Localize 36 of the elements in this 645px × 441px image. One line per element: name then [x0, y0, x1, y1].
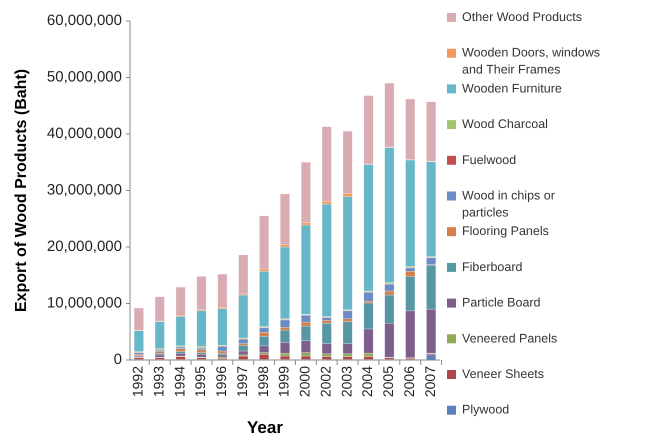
- x-axis-title: Year: [247, 418, 284, 437]
- legend-label: Particle Board: [462, 296, 541, 310]
- x-tick-label: 2000: [296, 366, 313, 398]
- legend-label: Other Wood Products: [462, 10, 582, 24]
- legend-label: Veneered Panels: [462, 332, 558, 346]
- legend-label: Wooden Doors, windows and Their Frames: [462, 46, 600, 77]
- y-tick-label: 60,000,000: [46, 12, 122, 29]
- x-tick-label: 1994: [171, 366, 188, 398]
- x-tick-label: 2006: [400, 366, 417, 398]
- y-axis-title: Export of Wood Products (Baht): [13, 68, 30, 312]
- x-tick-label: 2005: [380, 366, 396, 398]
- x-tick-label: 1997: [234, 366, 250, 398]
- y-tick-label: 30,000,000: [46, 181, 122, 198]
- x-tick-label: 1995: [192, 366, 208, 398]
- y-tick-label: 0: [114, 350, 122, 368]
- x-tick-label: 1999: [276, 366, 292, 398]
- legend-label: Plywood: [462, 402, 510, 417]
- x-tick-label: 2002: [317, 366, 334, 398]
- y-tick-label: 50,000,000: [46, 68, 122, 86]
- legend-label: Veneer Sheets: [462, 367, 544, 382]
- x-tick-label: 2004: [359, 366, 376, 398]
- legend-label: Wooden Furniture: [462, 82, 562, 96]
- y-tick-label: 10,000,000: [46, 294, 122, 312]
- x-tick-label: 2003: [338, 366, 354, 398]
- x-tick-label: 1992: [130, 366, 146, 398]
- legend-label: Wood in chips or particles: [462, 188, 555, 220]
- legend-label: Fuelwood: [462, 153, 516, 168]
- y-tick-label: 20,000,000: [46, 238, 122, 255]
- x-tick-label: 2007: [422, 366, 438, 398]
- y-tick-label: 40,000,000: [46, 124, 122, 142]
- x-tick-label: 1993: [150, 366, 166, 398]
- x-tick-label: 1998: [254, 366, 271, 398]
- legend-label: Fiberboard: [462, 260, 522, 274]
- x-tick-label: 1996: [213, 366, 230, 398]
- legend-label: Wood Charcoal: [462, 117, 548, 132]
- legend-label: Flooring Panels: [462, 224, 549, 238]
